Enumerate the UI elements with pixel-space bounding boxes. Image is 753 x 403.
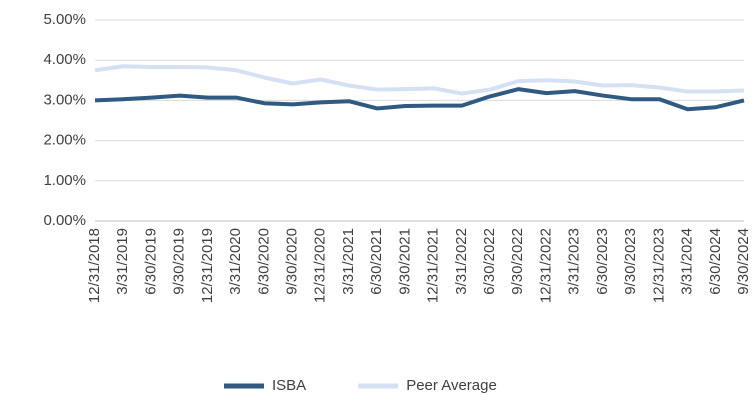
x-tick-label: 3/31/2020 bbox=[227, 228, 244, 295]
x-tick-label: 9/30/2020 bbox=[283, 228, 300, 295]
y-tick-label: 2.00% bbox=[43, 132, 86, 149]
y-tick-label: 4.00% bbox=[43, 51, 86, 68]
y-tick-label: 3.00% bbox=[43, 91, 86, 108]
series-line bbox=[94, 64, 745, 96]
x-tick-label: 6/30/2022 bbox=[481, 228, 498, 295]
x-tick-label: 12/31/2018 bbox=[86, 228, 103, 303]
x-tick-label: 12/31/2019 bbox=[199, 228, 216, 303]
y-tick-label: 5.00% bbox=[43, 11, 86, 28]
x-tick-label: 12/31/2022 bbox=[537, 228, 554, 303]
x-tick-label: 3/31/2021 bbox=[340, 228, 357, 295]
legend-label: ISBA bbox=[272, 377, 306, 394]
x-tick-label: 9/30/2021 bbox=[396, 228, 413, 295]
x-tick-label: 6/30/2024 bbox=[707, 228, 724, 295]
x-tick-label: 6/30/2023 bbox=[594, 228, 611, 295]
x-tick-label: 9/30/2023 bbox=[622, 228, 639, 295]
x-tick-label: 3/31/2023 bbox=[566, 228, 583, 295]
x-tick-label: 9/30/2024 bbox=[735, 228, 752, 295]
x-tick-label: 12/31/2020 bbox=[312, 228, 329, 303]
x-tick-label: 9/30/2022 bbox=[509, 228, 526, 295]
y-tick-label: 0.00% bbox=[43, 212, 86, 229]
x-tick-label: 3/31/2022 bbox=[453, 228, 470, 295]
legend-label: Peer Average bbox=[406, 377, 497, 394]
x-tick-label: 12/31/2023 bbox=[650, 228, 667, 303]
x-tick-label: 6/30/2020 bbox=[255, 228, 272, 295]
x-tick-label: 6/30/2021 bbox=[368, 228, 385, 295]
series-line bbox=[94, 87, 745, 112]
x-tick-label: 12/31/2021 bbox=[425, 228, 442, 303]
x-tick-label: 6/30/2019 bbox=[142, 228, 159, 295]
x-tick-label: 3/31/2024 bbox=[679, 228, 696, 295]
x-tick-label: 3/31/2019 bbox=[114, 228, 131, 295]
x-tick-label: 9/30/2019 bbox=[171, 228, 188, 295]
y-tick-label: 1.00% bbox=[43, 172, 86, 189]
